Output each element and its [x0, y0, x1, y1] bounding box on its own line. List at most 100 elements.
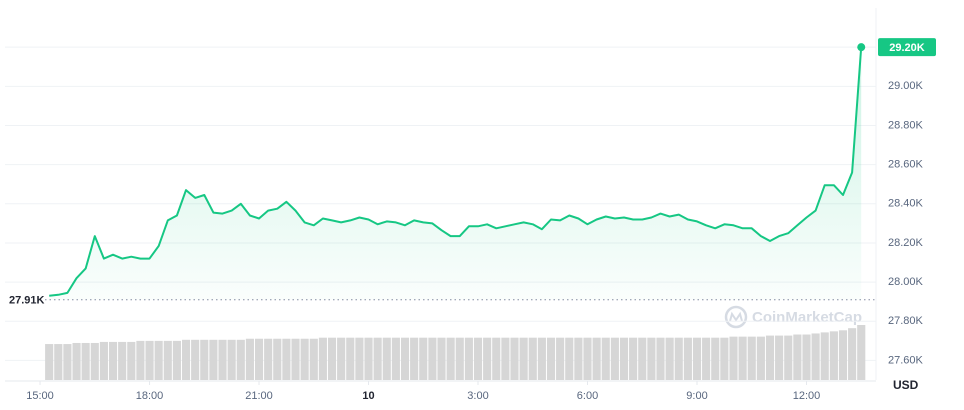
volume-bar — [81, 342, 90, 380]
volume-bar — [829, 331, 838, 380]
volume-bar — [546, 337, 556, 380]
volume-bar — [191, 339, 200, 380]
y-tick-label: 29.00K — [888, 80, 924, 92]
volume-bar — [54, 344, 63, 380]
volume-bar — [601, 337, 610, 380]
volume-bar — [145, 340, 154, 380]
current-price-tag — [878, 38, 936, 57]
price-area — [49, 47, 862, 300]
volume-bar — [629, 337, 638, 380]
volume-bar — [765, 335, 775, 380]
volume-bar — [793, 334, 802, 380]
volume-bar — [273, 338, 282, 380]
volume-bar — [446, 337, 455, 380]
y-tick-label: 28.40K — [888, 198, 924, 210]
volume-bar — [702, 337, 711, 380]
volume-bar — [419, 337, 428, 380]
volume-bar — [528, 337, 537, 380]
volume-bar — [108, 341, 118, 380]
volume-bar — [282, 338, 291, 380]
volume-bar — [674, 337, 683, 380]
volume-bar — [72, 342, 81, 380]
volume-bar — [665, 337, 674, 380]
volume-bar — [656, 337, 665, 380]
volume-bar — [738, 336, 747, 380]
volume-bar — [455, 337, 464, 380]
volume-bar — [291, 338, 300, 380]
volume-bar — [264, 338, 273, 380]
x-tick-label: 6:00 — [577, 390, 598, 402]
volume-bar — [464, 337, 473, 380]
volume-bar — [610, 337, 619, 380]
volume-bar — [227, 339, 236, 380]
x-tick-label: 9:00 — [686, 390, 707, 402]
volume-bar — [136, 340, 145, 380]
volume-bar — [683, 337, 692, 380]
volume-bar — [391, 337, 400, 380]
price-line — [49, 47, 863, 297]
volume-bar — [820, 332, 829, 380]
volume-bar — [501, 337, 510, 380]
volume-bar — [218, 339, 227, 380]
x-tick-label: 3:00 — [467, 390, 488, 402]
volume-bar — [556, 337, 565, 380]
volume-bar — [802, 334, 811, 380]
y-tick-label: 28.80K — [888, 119, 924, 131]
volume-bar — [209, 339, 218, 380]
volume-bar — [647, 337, 656, 380]
volume-bar — [410, 337, 419, 380]
volume-bar — [729, 336, 738, 380]
volume-bar — [364, 337, 373, 380]
y-tick-label: 28.60K — [888, 159, 924, 171]
volume-bar — [519, 337, 528, 380]
volume-bar — [337, 337, 346, 380]
volume-bar — [711, 337, 720, 380]
volume-bar — [382, 337, 391, 380]
y-tick-label: 28.20K — [888, 237, 924, 249]
volume-bar — [346, 337, 355, 380]
volume-bar — [373, 337, 382, 380]
last-point — [857, 43, 866, 52]
y-axis-label: USD — [893, 378, 919, 392]
x-tick-label: 10 — [362, 390, 374, 402]
volume-bar — [236, 339, 245, 380]
volume-bar — [574, 337, 583, 380]
volume-bar — [309, 338, 318, 380]
volume-bar — [181, 339, 191, 380]
volume-bar — [775, 335, 784, 380]
volume-bar — [857, 325, 866, 380]
volume-bar — [565, 337, 574, 380]
x-tick-label: 12:00 — [793, 390, 821, 402]
volume-bar — [592, 337, 601, 380]
volume-bar — [510, 337, 519, 380]
volume-bar — [811, 333, 820, 380]
y-tick-label: 27.60K — [888, 354, 924, 366]
volume-bar — [355, 337, 364, 380]
volume-bar — [692, 337, 702, 380]
volume-bar — [318, 337, 327, 380]
volume-bar — [848, 328, 857, 380]
volume-bar — [45, 344, 54, 380]
watermark-text: CoinMarketCap — [752, 309, 862, 326]
volume-bar — [492, 337, 501, 380]
volume-bar — [583, 337, 592, 380]
volume-bar — [90, 342, 99, 380]
volume-bar — [254, 338, 264, 380]
volume-bar — [63, 344, 72, 380]
volume-bar — [747, 336, 756, 380]
watermark: CoinMarketCap — [724, 305, 862, 329]
volume-bar — [327, 337, 337, 380]
volume-bar — [473, 337, 483, 380]
y-tick-label: 28.00K — [888, 276, 924, 288]
y-tick-label: 27.80K — [888, 315, 924, 327]
volume-bar — [245, 338, 254, 380]
volume-bar — [154, 340, 163, 380]
volume-bar — [428, 337, 437, 380]
volume-bar — [163, 340, 172, 380]
reference-label: 27.91K — [9, 295, 45, 307]
volume-bar — [619, 337, 629, 380]
volume-bar — [838, 330, 848, 380]
volume-bar — [756, 336, 765, 380]
